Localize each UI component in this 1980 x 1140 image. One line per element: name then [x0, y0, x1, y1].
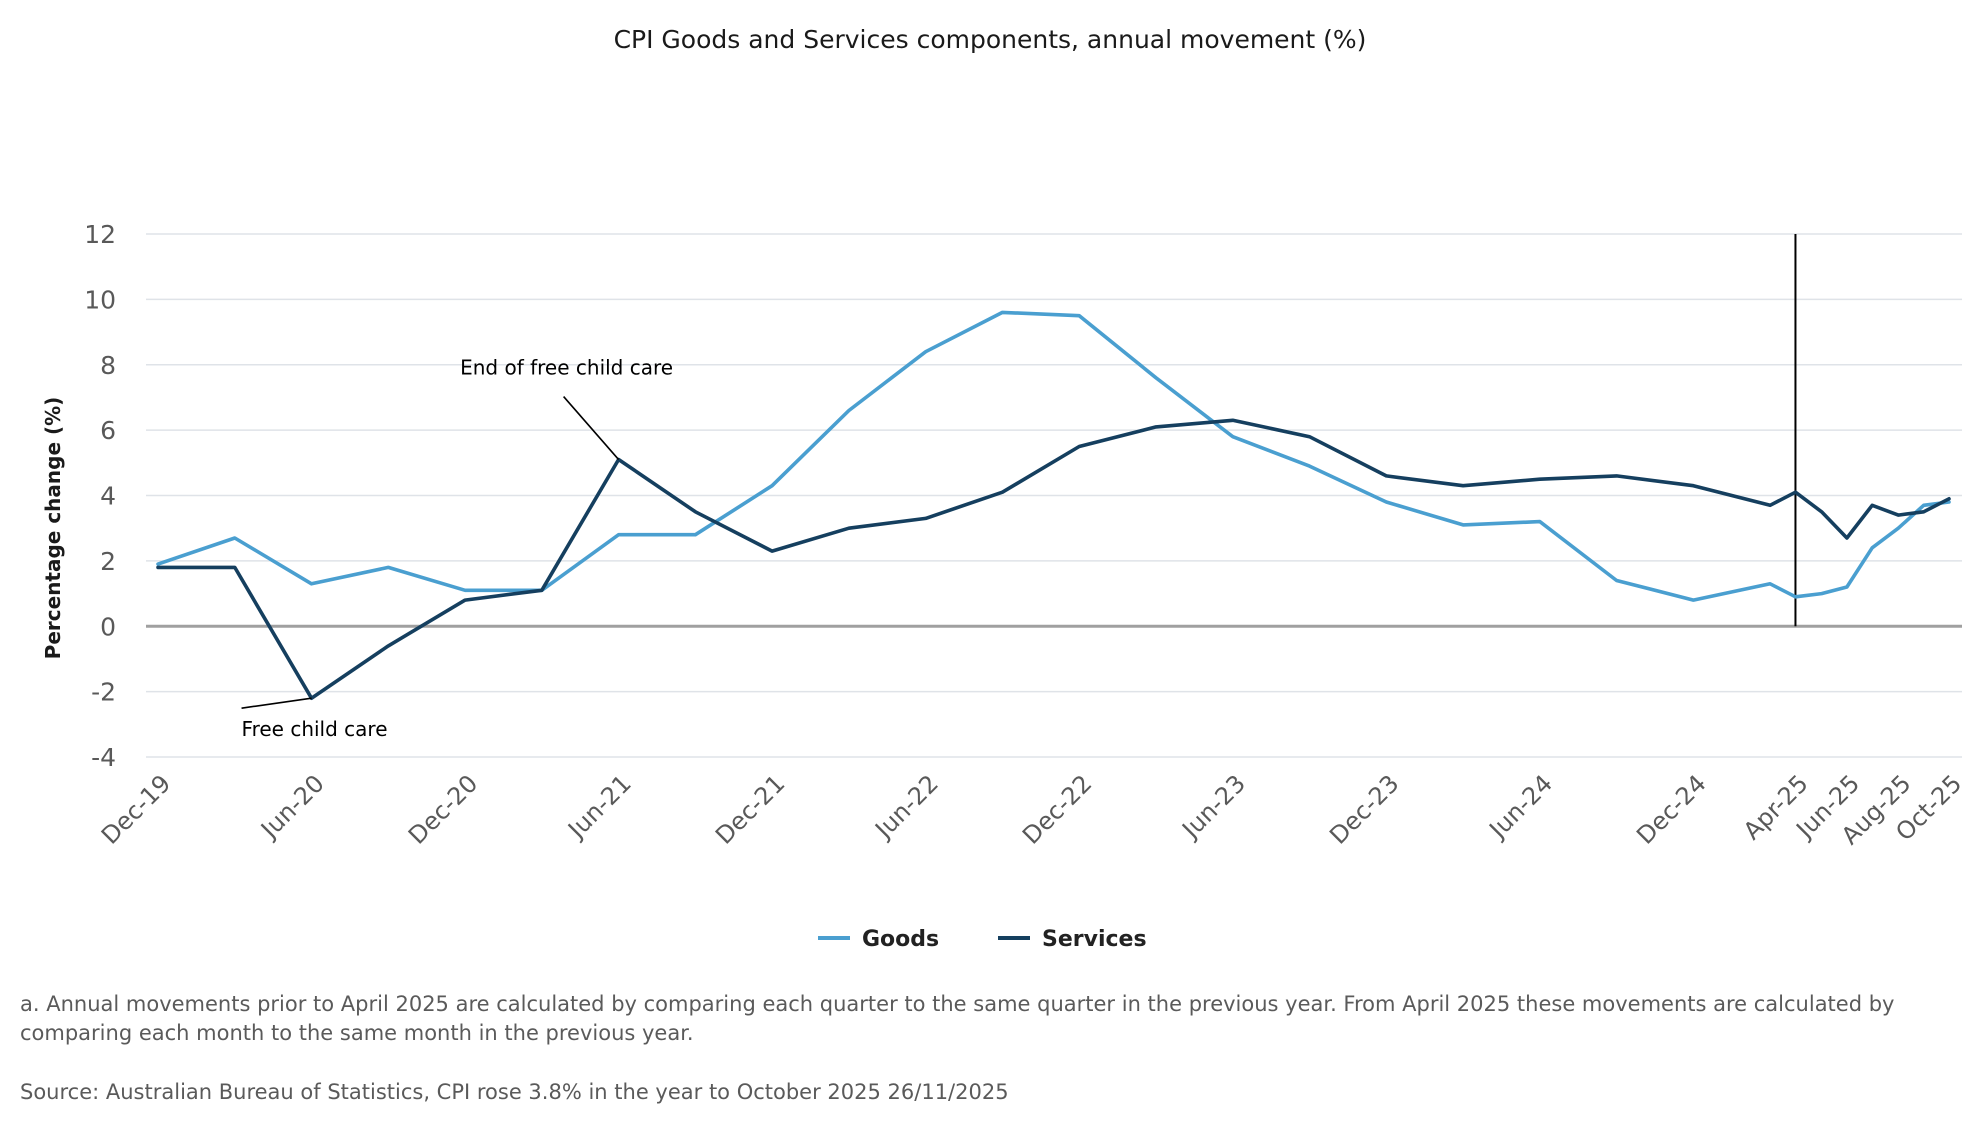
- legend-label-goods: Goods: [862, 927, 939, 952]
- annotation-end-free-child-care: End of free child care: [460, 356, 673, 380]
- series-line-services: [156, 418, 1951, 701]
- grid-layer: [146, 233, 1962, 758]
- x-tick-labels: Dec-19 Jun-20 Dec-20 Jun-21 Dec-21 Jun-22 Dec-…: [96, 769, 1967, 850]
- x-tick-label: Jun-21: [561, 769, 636, 844]
- y-tick-label: 10: [84, 285, 116, 314]
- y-tick-label: 6: [100, 416, 116, 445]
- annotation-leader-line: [241, 697, 312, 709]
- y-tick-label: -2: [91, 678, 116, 707]
- series-line-goods: [156, 310, 1951, 602]
- x-tick-label: Dec-20: [403, 769, 483, 849]
- y-tick-label: 12: [84, 220, 116, 249]
- legend-label-services: Services: [1042, 927, 1147, 952]
- x-tick-label: Dec-23: [1324, 769, 1404, 849]
- y-tick-labels: 12 10 8 6 4 2 0 -2 -4: [84, 220, 116, 772]
- y-tick-label: -4: [91, 743, 116, 772]
- legend: Goods Services: [818, 927, 1147, 952]
- footnote-note-a: a. Annual movements prior to April 2025 …: [20, 992, 1895, 1045]
- annotation-layer: End of free child care Free child care: [241, 356, 673, 741]
- x-tick-label: Dec-21: [710, 769, 790, 849]
- chart-title: CPI Goods and Services components, annua…: [614, 25, 1367, 54]
- y-tick-label: 8: [100, 351, 116, 380]
- x-tick-label: Dec-22: [1017, 769, 1097, 849]
- y-axis-label: Percentage change (%): [41, 397, 65, 660]
- y-tick-label: 2: [100, 547, 116, 576]
- x-tick-label: Jun-20: [254, 769, 329, 844]
- x-tick-label: Jun-23: [1176, 769, 1251, 844]
- footnote-source: Source: Australian Bureau of Statistics,…: [20, 1080, 1009, 1104]
- annotation-free-child-care: Free child care: [242, 717, 388, 741]
- x-tick-label: Jun-24: [1483, 769, 1558, 844]
- x-tick-label: Dec-24: [1631, 769, 1711, 849]
- y-tick-label: 4: [100, 482, 116, 511]
- series-layer: [156, 310, 1951, 701]
- x-tick-label: Dec-19: [96, 769, 176, 849]
- annotation-leader-line: [563, 396, 620, 461]
- x-tick-label: Jun-22: [868, 769, 943, 844]
- y-tick-label: 0: [100, 612, 116, 641]
